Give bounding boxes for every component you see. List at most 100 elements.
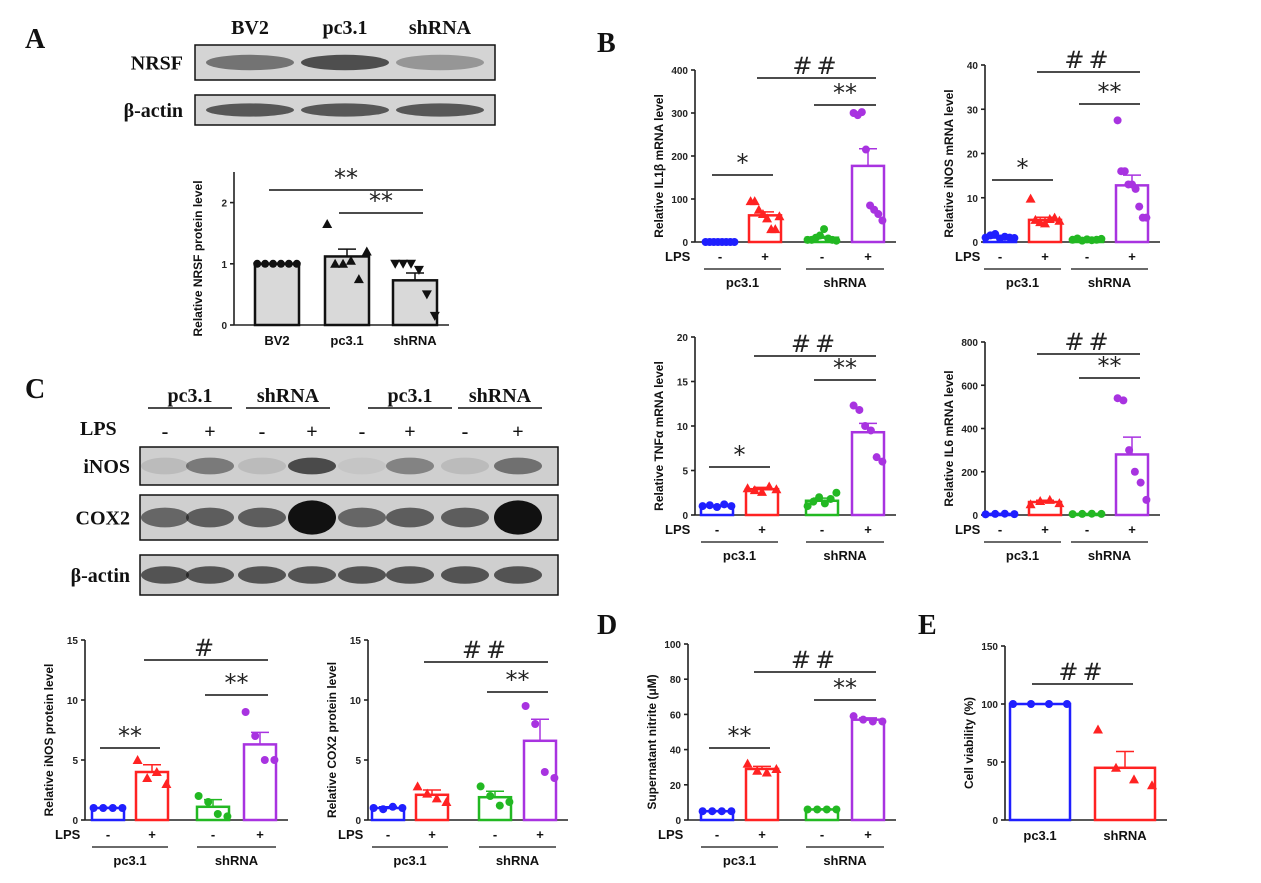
data-point <box>261 259 270 268</box>
significance-label: ** <box>225 669 249 697</box>
blot-band <box>301 103 389 117</box>
y-axis-label: Supernatant nitrite (μM) <box>645 674 659 809</box>
significance-label: # <box>194 634 218 662</box>
significance-label: ** <box>1098 78 1122 106</box>
y-axis-label: Relative IL1β mRNA level <box>652 94 666 238</box>
data-point <box>720 500 729 509</box>
data-point <box>861 422 870 430</box>
data-point <box>803 502 812 511</box>
data-point <box>1049 212 1060 222</box>
data-point <box>832 805 841 814</box>
western-blots: BV2 pc3.1 shRNA NRSF β-actin pc3.1 shRNA pc3.1 s… <box>71 17 559 596</box>
y-tick-label: 0 <box>682 238 688 249</box>
data-point <box>815 493 824 502</box>
lps-sign: + <box>864 522 872 537</box>
data-point <box>413 265 424 275</box>
data-point <box>861 145 870 154</box>
blot-strip <box>139 446 559 486</box>
blot-group-label: pc3.1 <box>168 385 213 407</box>
data-point <box>1010 510 1019 519</box>
y-tick-label: 20 <box>677 333 689 344</box>
data-point <box>705 501 714 510</box>
bar <box>391 279 439 327</box>
data-point <box>505 798 514 806</box>
y-tick-label: 100 <box>671 195 688 206</box>
data-point <box>878 216 887 225</box>
blot-band <box>288 566 336 584</box>
blot-band <box>206 54 294 71</box>
blot-band <box>141 566 189 584</box>
y-tick-label: 50 <box>987 758 999 769</box>
data-point <box>764 481 775 491</box>
data-point <box>412 781 423 791</box>
y-tick-label: 0 <box>972 238 978 249</box>
data-point <box>774 211 785 221</box>
data-point <box>803 805 812 814</box>
chart-c2: 0 5 10 15 Relative COX2 protein level LPS - + - +… <box>325 636 568 868</box>
y-tick-label: 200 <box>671 152 688 163</box>
y-tick-label: 400 <box>671 66 688 77</box>
data-point <box>398 804 407 812</box>
y-tick-label: 60 <box>670 710 682 721</box>
y-tick-label: 0 <box>972 511 978 522</box>
blot-band <box>494 500 542 535</box>
data-point <box>269 259 278 268</box>
group-label: pc3.1 <box>723 548 756 563</box>
data-point <box>1120 167 1129 176</box>
data-point <box>826 494 835 503</box>
group-label: shRNA <box>823 275 867 290</box>
blot-band <box>186 457 234 475</box>
lps-sign: - <box>820 522 824 537</box>
data-point <box>1113 116 1122 125</box>
y-tick-label: 1 <box>221 260 227 271</box>
lps-sign: - <box>820 827 824 842</box>
x-tick-label: BV2 <box>264 333 289 348</box>
lps-sign: - <box>820 249 824 264</box>
y-axis-label: Relative TNFα mRNA level <box>652 361 666 511</box>
data-point <box>142 773 153 782</box>
y-tick-label: 10 <box>350 696 362 707</box>
data-point <box>872 453 881 462</box>
lps-sign: - <box>462 421 469 443</box>
data-point <box>1068 510 1077 519</box>
significance-label: ** <box>728 722 752 750</box>
data-point <box>1078 509 1087 518</box>
group-label: pc3.1 <box>1006 275 1039 290</box>
y-tick-label: 15 <box>677 378 689 389</box>
blot-band <box>288 500 336 535</box>
data-point <box>749 485 760 495</box>
data-point <box>251 732 260 740</box>
data-point <box>1142 213 1151 222</box>
y-tick-label: 10 <box>677 422 689 433</box>
data-point <box>1063 700 1071 708</box>
y-tick-label: 400 <box>961 425 978 436</box>
data-point <box>431 793 442 803</box>
data-point <box>486 792 495 800</box>
blot-band <box>238 507 286 528</box>
data-point <box>1097 509 1106 518</box>
data-point <box>361 246 372 256</box>
data-point <box>398 259 409 269</box>
data-point <box>820 499 829 508</box>
data-point <box>194 792 203 800</box>
blot-band <box>386 566 434 584</box>
lps-sign: + <box>758 827 766 842</box>
lps-label: LPS <box>955 249 981 264</box>
lps-sign: + <box>761 249 769 264</box>
lps-label: LPS <box>955 522 981 537</box>
data-point <box>878 717 887 726</box>
group-label: pc3.1 <box>723 853 756 868</box>
lps-label: LPS <box>658 827 684 842</box>
data-point <box>1129 774 1139 784</box>
lps-sign: + <box>256 827 264 842</box>
significance-label: ## <box>791 646 839 674</box>
blot-band <box>301 54 389 71</box>
blot-row-label: COX2 <box>76 508 130 530</box>
lps-sign: + <box>758 522 766 537</box>
data-point <box>531 720 540 728</box>
blot-band <box>441 507 489 528</box>
data-point <box>1111 762 1121 772</box>
data-point <box>429 311 440 321</box>
blot-row-label: NRSF <box>131 53 183 75</box>
blot-band <box>441 566 489 584</box>
